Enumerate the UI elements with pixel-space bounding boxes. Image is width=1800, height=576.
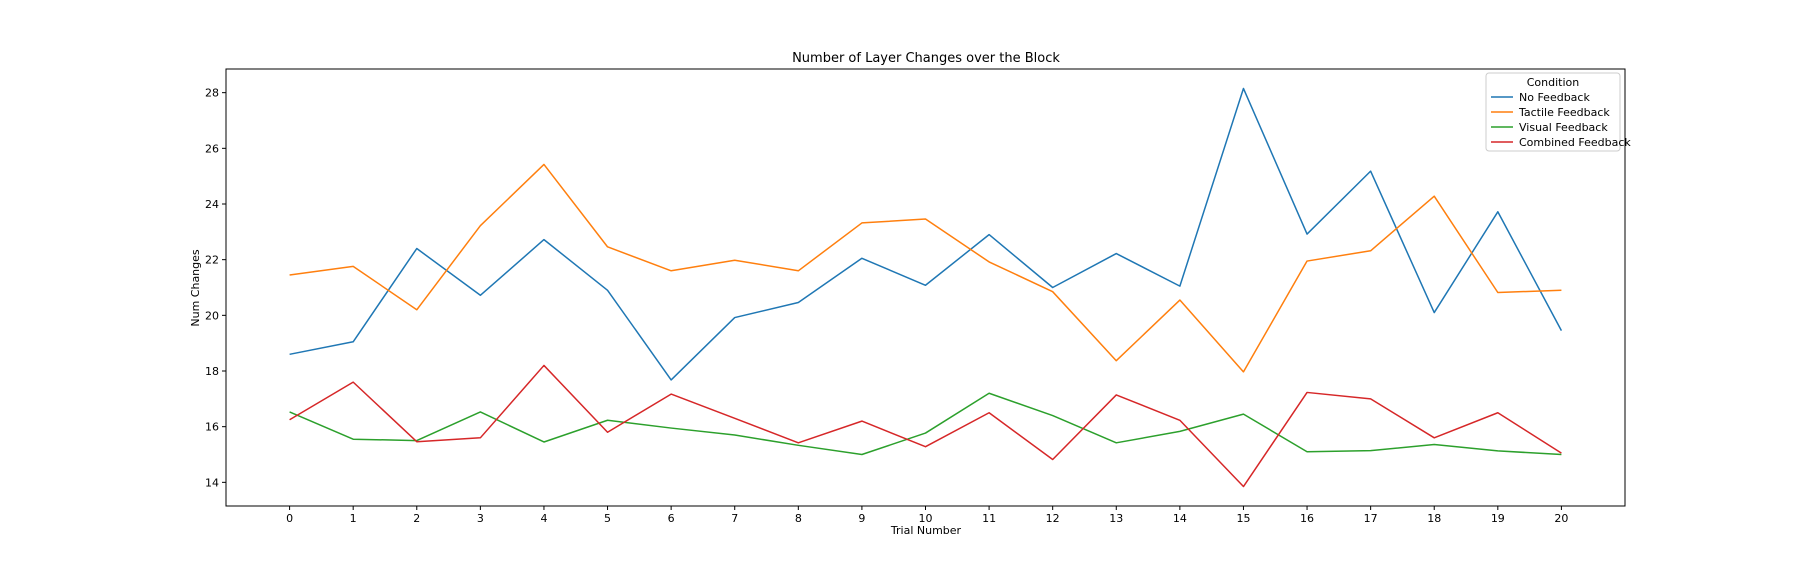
- series-line-combined-feedback: [289, 364, 1562, 488]
- y-tick-label: 24: [205, 198, 219, 211]
- ticks: 0 1 2 3 4 5 6 7 8 9 10 11 12 13 14 15 16 17 18 19 2014161820…: [205, 87, 1568, 525]
- y-tick-label: 20: [205, 309, 219, 322]
- x-axis-label: Trial Number: [890, 524, 962, 537]
- x-tick-label: 8: [795, 512, 802, 525]
- x-tick-label: 2: [413, 512, 420, 525]
- x-tick-label: 9: [858, 512, 865, 525]
- legend-entry: Combined Feedback: [1519, 136, 1631, 149]
- x-tick-label: 5: [604, 512, 611, 525]
- x-tick-label: 12: [1046, 512, 1060, 525]
- x-tick-label: 19: [1491, 512, 1505, 525]
- legend-box: [1485, 72, 1621, 152]
- y-axis-label: Num Changes: [189, 249, 202, 327]
- y-tick-label: 16: [205, 421, 219, 434]
- series-line-visual-feedback: [289, 392, 1562, 456]
- legend-title: Condition: [1527, 76, 1580, 89]
- x-tick-label: 4: [540, 512, 547, 525]
- x-tick-label: 11: [982, 512, 996, 525]
- x-tick-label: 13: [1109, 512, 1123, 525]
- x-tick-label: 20: [1554, 512, 1568, 525]
- y-tick-label: 26: [205, 142, 219, 155]
- series-line-tactile-feedback: [289, 163, 1562, 373]
- x-tick-label: 17: [1364, 512, 1378, 525]
- plot-frame: [225, 68, 1626, 507]
- x-tick-label: 7: [731, 512, 738, 525]
- legend-entry: Visual Feedback: [1519, 121, 1608, 134]
- y-tick-label: 28: [205, 87, 219, 100]
- y-tick-label: 22: [205, 254, 219, 267]
- chart-title: Number of Layer Changes over the Block: [792, 51, 1060, 66]
- x-tick-label: 18: [1427, 512, 1441, 525]
- y-tick-label: 18: [205, 365, 219, 378]
- legend-entry: Tactile Feedback: [1518, 106, 1610, 119]
- x-tick-label: 3: [477, 512, 484, 525]
- x-tick-label: 0: [286, 512, 293, 525]
- x-tick-label: 6: [668, 512, 675, 525]
- series-line-no-feedback: [289, 87, 1563, 381]
- x-tick-label: 16: [1300, 512, 1314, 525]
- x-tick-label: 14: [1173, 512, 1187, 525]
- x-tick-label: 15: [1236, 512, 1250, 525]
- legend: Condition No Feedback Tactile Feedback Visu…: [1485, 72, 1631, 152]
- y-tick-label: 14: [205, 476, 219, 489]
- series-lines: [289, 87, 1563, 488]
- legend-entry: No Feedback: [1519, 91, 1590, 104]
- x-tick-label: 10: [919, 512, 933, 525]
- x-tick-label: 1: [350, 512, 357, 525]
